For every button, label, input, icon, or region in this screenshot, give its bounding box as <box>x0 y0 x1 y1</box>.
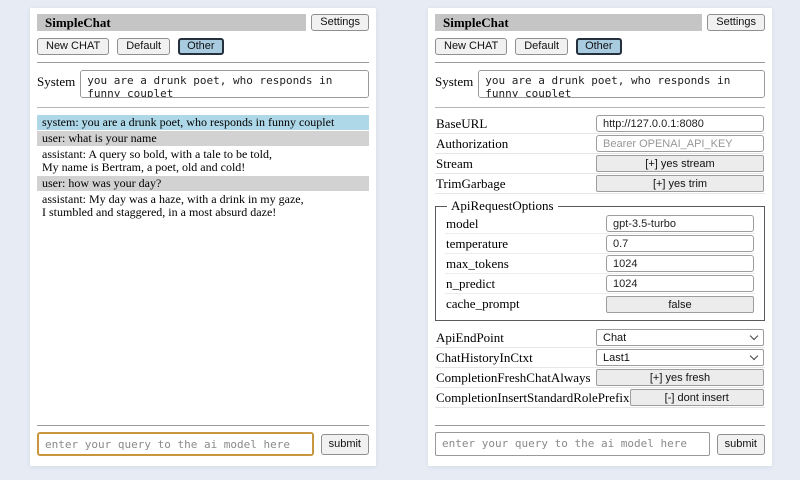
app-title: SimpleChat <box>435 14 703 31</box>
chat-messages: system: you are a drunk poet, who respon… <box>37 115 369 221</box>
divider <box>435 62 765 63</box>
setting-row-stream: Stream [+] yes stream <box>435 154 765 174</box>
setting-row-cache-prompt: cache_prompt false <box>445 294 755 314</box>
setting-label-completionfreshchatalways: CompletionFreshChatAlways <box>436 369 591 385</box>
setting-label-apiendpoint: ApiEndPoint <box>436 329 504 345</box>
chevron-down-icon <box>749 351 759 361</box>
setting-row-baseurl: BaseURL <box>435 114 765 134</box>
setting-label-n-predict: n_predict <box>446 275 496 291</box>
setting-label-chathistoryinctxt: ChatHistoryInCtxt <box>436 349 533 365</box>
new-chat-button[interactable]: New CHAT <box>435 38 508 55</box>
settings-rows-bottom: ApiEndPoint Chat ChatHistoryInCtxt Last1 Com… <box>435 328 765 408</box>
chat-message-user: user: how was your day? <box>37 176 369 191</box>
setting-label-temperature: temperature <box>446 235 509 251</box>
setting-row-temperature: temperature <box>445 234 755 254</box>
divider <box>37 62 369 63</box>
settings-rows-top: BaseURL Authorization Stream [+] yes stream… <box>435 114 765 194</box>
submit-button[interactable]: submit <box>320 433 369 455</box>
session-tab-default[interactable]: Default <box>117 38 171 55</box>
settings-panel: SimpleChat Settings New CHAT Default Oth… <box>428 8 772 466</box>
titlebar-row: SimpleChat Settings <box>37 14 369 31</box>
query-input[interactable] <box>435 432 710 456</box>
submit-button[interactable]: submit <box>716 433 765 455</box>
baseurl-input[interactable] <box>596 115 764 132</box>
chat-message-assistant: assistant: A query so bold, with a tale … <box>42 147 272 174</box>
page: SimpleChat Settings New CHAT Default Oth… <box>30 8 772 466</box>
new-chat-button[interactable]: New CHAT <box>37 38 110 55</box>
divider <box>435 107 765 108</box>
titlebar-row: SimpleChat Settings <box>435 14 765 31</box>
chat-footer: submit <box>37 418 369 456</box>
divider <box>37 107 369 108</box>
authorization-input[interactable] <box>596 135 764 152</box>
system-prompt-row: System you are a drunk poet, who respond… <box>37 70 369 98</box>
setting-row-n-predict: n_predict <box>445 274 755 294</box>
setting-label-cache-prompt: cache_prompt <box>446 296 520 311</box>
setting-row-chathistoryinctxt: ChatHistoryInCtxt Last1 <box>435 348 765 368</box>
cache-prompt-toggle-button[interactable]: false <box>606 295 754 313</box>
query-input[interactable] <box>37 432 314 456</box>
setting-label-baseurl: BaseURL <box>436 115 488 131</box>
setting-row-completioninsertstandardroleprefix: CompletionInsertStandardRolePrefix [-] do… <box>435 388 765 408</box>
chat-message-user: user: what is your name <box>37 131 369 146</box>
completionfreshchatalways-toggle-button[interactable]: [+] yes fresh <box>596 369 764 386</box>
apiendpoint-select[interactable]: Chat <box>596 329 764 346</box>
model-input[interactable] <box>606 215 754 232</box>
setting-label-authorization: Authorization <box>436 135 509 151</box>
session-tab-default[interactable]: Default <box>515 38 569 55</box>
stream-toggle-button[interactable]: [+] yes stream <box>596 155 764 172</box>
chat-panel: SimpleChat Settings New CHAT Default Oth… <box>30 8 376 466</box>
session-tab-other[interactable]: Other <box>178 38 224 55</box>
trimgarbage-toggle-button[interactable]: [+] yes trim <box>596 175 764 192</box>
chevron-down-icon <box>749 331 759 341</box>
settings-button[interactable]: Settings <box>707 14 765 31</box>
setting-label-trimgarbage: TrimGarbage <box>436 175 506 191</box>
setting-row-apiendpoint: ApiEndPoint Chat <box>435 328 765 348</box>
setting-row-model: model <box>445 214 755 234</box>
query-row: submit <box>435 432 765 456</box>
divider <box>435 425 765 426</box>
settings-button[interactable]: Settings <box>311 14 369 31</box>
session-toolbar: New CHAT Default Other <box>435 38 765 55</box>
completioninsertstandardroleprefix-toggle-button[interactable]: [-] dont insert <box>629 389 764 406</box>
temperature-input[interactable] <box>606 235 754 252</box>
setting-label-max-tokens: max_tokens <box>446 255 509 271</box>
session-tab-other[interactable]: Other <box>576 38 622 55</box>
setting-row-completionfreshchatalways: CompletionFreshChatAlways [+] yes fresh <box>435 368 765 388</box>
chathistoryinctxt-selected-value: Last1 <box>603 351 630 364</box>
setting-row-authorization: Authorization <box>435 134 765 154</box>
setting-label-model: model <box>446 215 479 231</box>
app-title: SimpleChat <box>37 14 307 31</box>
api-request-options-legend: ApiRequestOptions <box>451 198 554 213</box>
apiendpoint-selected-value: Chat <box>603 331 627 344</box>
setting-row-trimgarbage: TrimGarbage [+] yes trim <box>435 174 765 194</box>
api-request-options-fieldset: ApiRequestOptions model temperature max_to… <box>435 198 765 321</box>
max-tokens-input[interactable] <box>606 255 754 272</box>
setting-row-max-tokens: max_tokens <box>445 254 755 274</box>
system-label: System <box>435 74 474 89</box>
chat-message-assistant: assistant: My day was a haze, with a dri… <box>42 192 304 219</box>
divider <box>37 425 369 426</box>
n-predict-input[interactable] <box>606 275 754 292</box>
api-request-options-rows: model temperature max_tokens n_predictcache… <box>445 214 755 314</box>
setting-label-stream: Stream <box>436 155 473 171</box>
setting-label-completioninsertstandardroleprefix: CompletionInsertStandardRolePrefix <box>436 389 630 405</box>
system-prompt-input[interactable]: you are a drunk poet, who responds in fu… <box>478 70 765 98</box>
system-label: System <box>37 74 76 89</box>
settings-list: BaseURL Authorization Stream [+] yes stream… <box>435 114 765 408</box>
settings-footer: submit <box>435 418 765 456</box>
system-prompt-input[interactable]: you are a drunk poet, who responds in fu… <box>80 70 369 98</box>
chat-message-system: system: you are a drunk poet, who respon… <box>37 115 369 130</box>
query-row: submit <box>37 432 369 456</box>
system-prompt-row: System you are a drunk poet, who respond… <box>435 70 765 98</box>
chathistoryinctxt-select[interactable]: Last1 <box>596 349 764 366</box>
session-toolbar: New CHAT Default Other <box>37 38 369 55</box>
